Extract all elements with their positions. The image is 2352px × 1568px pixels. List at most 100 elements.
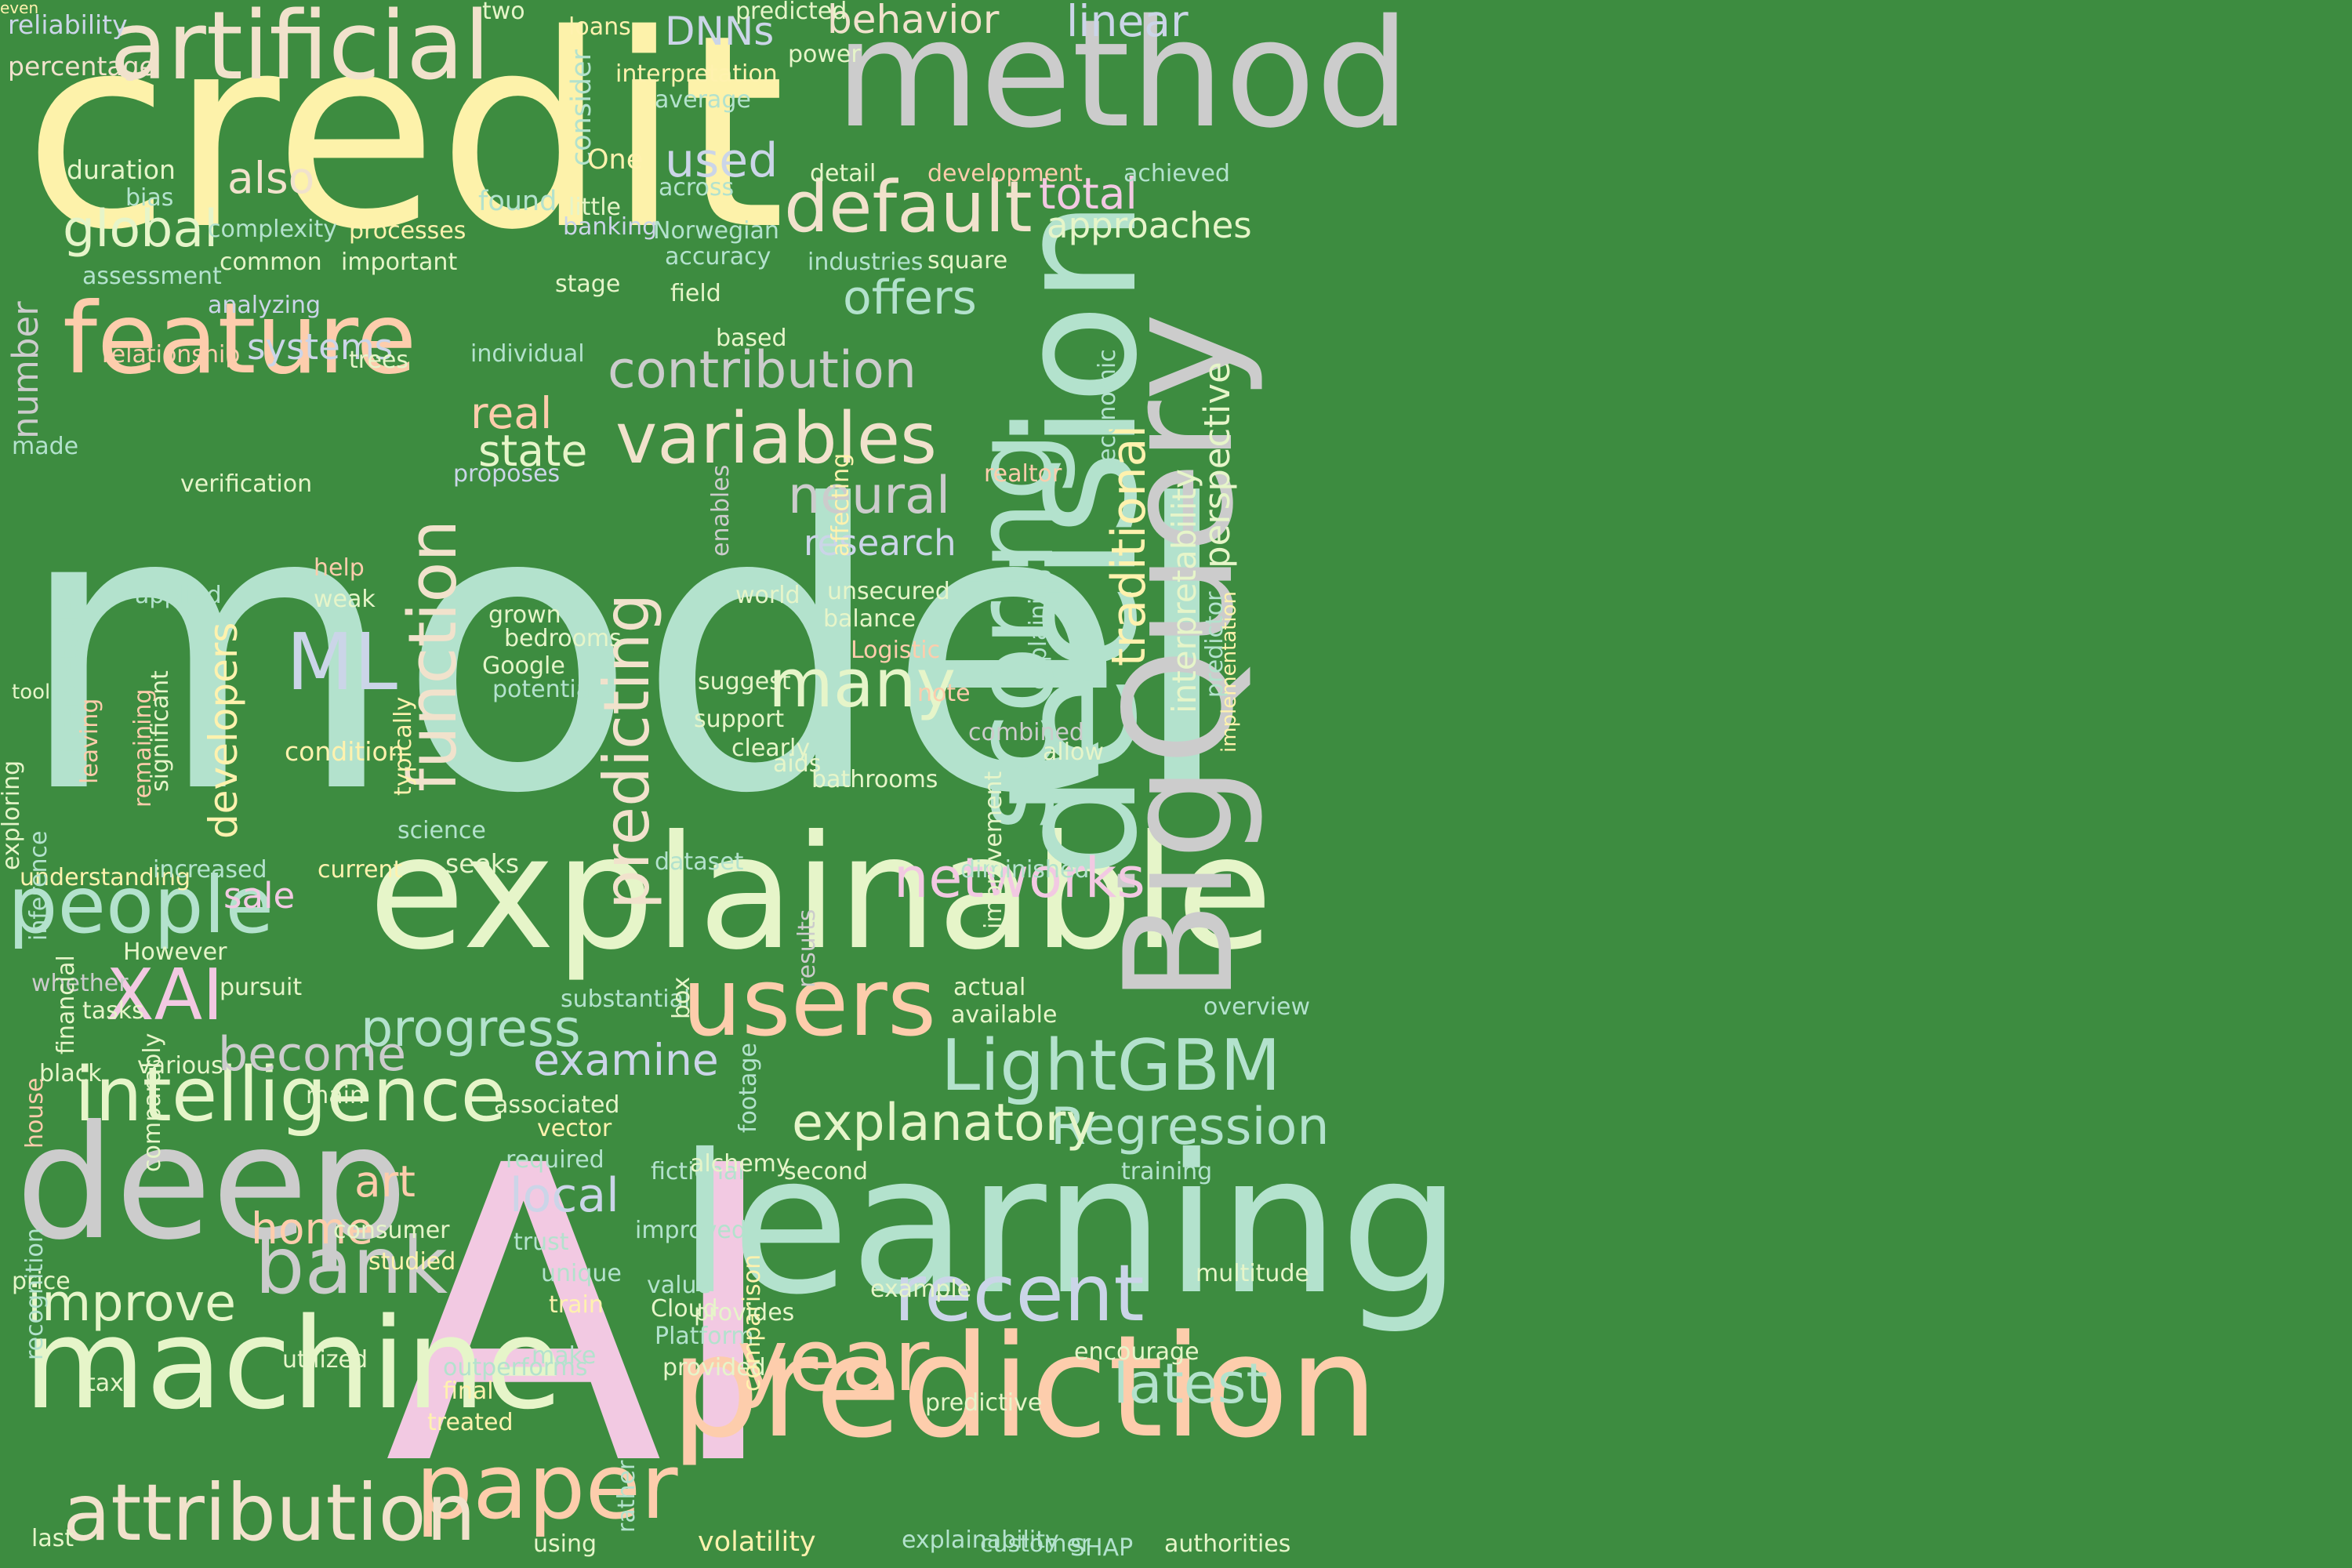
word-financial: financial (53, 955, 80, 1054)
word-explainable: explainable (368, 802, 1273, 985)
word-cloud: Cloud (651, 1295, 718, 1323)
word-platform: Platform (655, 1323, 754, 1350)
word-affecting: affecting (827, 452, 855, 557)
word-increased: increased (153, 856, 267, 884)
word-ai: AI (384, 1080, 784, 1555)
word-help: help (314, 554, 365, 582)
word-networks: networks (894, 846, 1145, 910)
word-banking: banking (563, 213, 658, 241)
word-black: black (39, 1060, 102, 1087)
word-box: box (668, 976, 695, 1019)
word-assessment: assessment (82, 263, 222, 290)
word-average: average (655, 86, 751, 114)
word-pursuit: pursuit (220, 974, 303, 1001)
word-norwegian: Norwegian (653, 217, 779, 245)
word-potential: potential (492, 676, 597, 703)
word-enables: enables (707, 464, 735, 557)
word-support: support (694, 706, 785, 733)
word-grown: grown (488, 601, 561, 629)
word-artificial: artificial (110, 0, 491, 101)
word-across: across (659, 174, 735, 201)
word-improved: improved (635, 1217, 746, 1244)
word-contribution: contribution (608, 341, 916, 400)
word-global: global (63, 200, 219, 259)
word-neural: neural (788, 466, 950, 525)
word-power: power (788, 41, 861, 68)
word-users: users (682, 949, 937, 1058)
word-many: many (768, 645, 956, 723)
word-available: available (951, 1001, 1058, 1029)
word-paper: paper (416, 1435, 678, 1540)
word-fictional: fictional (651, 1158, 745, 1185)
word-trees: trees (349, 347, 408, 374)
word-explainability: explainability (902, 1526, 1059, 1554)
word-used: used (665, 133, 779, 188)
word-bias: bias (125, 184, 174, 212)
word-total: total (1039, 169, 1138, 219)
word-current: current (318, 856, 403, 884)
word-actual: actual (953, 974, 1026, 1001)
word-studied: studied (368, 1248, 456, 1276)
word-xai: XAI (106, 954, 223, 1036)
word-feature: feature (63, 282, 417, 396)
word-method: method (835, 0, 1410, 161)
word-rather: rather (613, 1460, 641, 1533)
word-state: state (478, 426, 588, 476)
word-behavior: behavior (827, 0, 1000, 42)
word-unique: unique (541, 1260, 622, 1287)
word-scoring: scoring (951, 431, 1079, 831)
word-important: important (341, 249, 458, 276)
word-also: also (227, 153, 315, 203)
word-model: model (16, 423, 1236, 879)
word-economic: economic (1094, 349, 1121, 463)
word-diminished: diminished (960, 856, 1090, 884)
word-lightgbm: LightGBM (941, 1025, 1281, 1107)
word-stage: stage (555, 270, 621, 298)
word-bedrooms: bedrooms (504, 625, 622, 652)
word-based: based (716, 325, 787, 352)
word-bank: bank (255, 1220, 448, 1312)
word-alchemy: alchemy (690, 1150, 790, 1178)
word-intelligence: intelligence (74, 1052, 507, 1138)
word-dnns: DNNs (665, 9, 775, 54)
word-relationship: relationship (102, 341, 241, 368)
word-value: value (647, 1272, 711, 1299)
word-learning: learning (678, 1113, 1462, 1337)
word-explanatory: explanatory (792, 1094, 1096, 1152)
word-volatility: volatility (698, 1526, 816, 1558)
word-found: found (478, 186, 557, 217)
word-trust: trust (514, 1229, 569, 1256)
word-home: home (251, 1203, 373, 1254)
word-however: However (123, 938, 227, 966)
word-using: using (533, 1530, 597, 1558)
word-various: various (137, 1052, 223, 1080)
word-systems: systems (247, 326, 394, 368)
word-treated: treated (427, 1409, 514, 1436)
word-deep: deep (16, 1092, 408, 1275)
word-second: second (784, 1158, 868, 1185)
word-examine: examine (533, 1035, 719, 1085)
word-substantial: substantial (561, 985, 691, 1013)
word-google: Google (482, 652, 565, 680)
word-seeks: seeks (445, 848, 520, 879)
word-comparably: comparably (139, 1033, 166, 1172)
word-number: number (5, 301, 46, 439)
word-attribution: attribution (63, 1467, 477, 1559)
word-year: year (737, 1310, 930, 1410)
word-aids: aids (773, 750, 822, 778)
word-detail: detail (810, 160, 877, 187)
word-development: development (927, 160, 1083, 187)
word-explaining: explaining (1025, 568, 1052, 690)
word-predictive: predictive (925, 1389, 1043, 1417)
word-training: training (1121, 1158, 1213, 1185)
word-credit: credit (24, 0, 786, 289)
word-sale: sale (223, 875, 296, 916)
word-real: real (470, 388, 553, 438)
word-little: little (568, 194, 621, 221)
word-recent: recent (894, 1247, 1145, 1339)
word-approaches: approaches (1047, 205, 1252, 246)
word-verification: verification (180, 470, 313, 498)
word-footage: footage (735, 1043, 762, 1133)
word-developers: developers (201, 622, 246, 839)
